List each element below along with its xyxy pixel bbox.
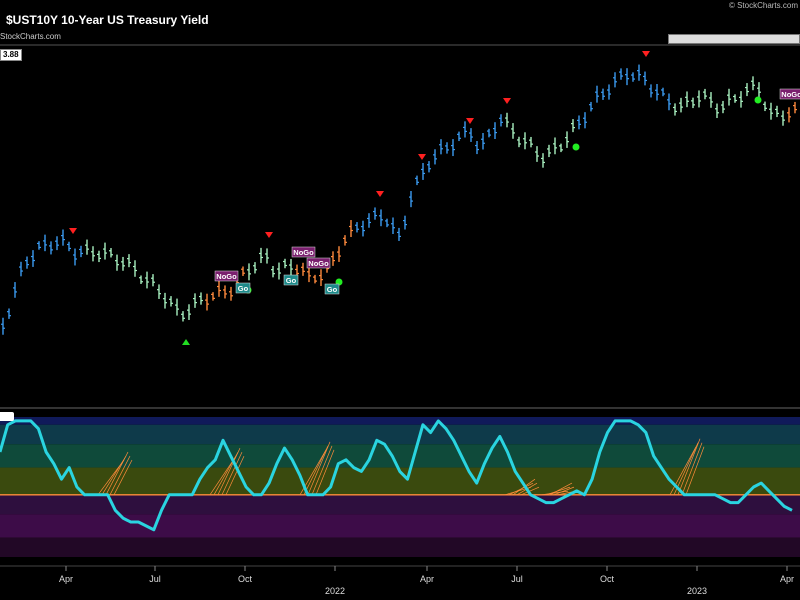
- oscillator-retest-spike: [553, 486, 575, 496]
- nogo-signal-box: [779, 88, 800, 100]
- nogo-signal-box: [306, 257, 331, 269]
- nogo-signal-label: NoGo: [293, 248, 314, 257]
- countertrend-down-marker: [466, 118, 474, 124]
- oscillator-retest-spike: [303, 445, 329, 495]
- oscillator-retest-spike: [673, 442, 699, 495]
- oscillator-retest-spike: [685, 446, 705, 495]
- oscillator-retest-spike: [225, 455, 245, 495]
- x-year-label: 2022: [325, 586, 345, 596]
- countertrend-down-marker: [503, 98, 511, 104]
- oscillator-band-weak_go: [0, 444, 800, 468]
- x-tick-label: Apr: [420, 574, 434, 584]
- x-year-label: 2023: [687, 586, 707, 596]
- copyright: © StockCharts.com: [728, 1, 798, 10]
- oscillator-retest-spike: [109, 455, 131, 495]
- nogo-signal-label: NoGo: [781, 90, 800, 99]
- go-entry-dot: [754, 96, 762, 104]
- oscillator-retest-spike: [221, 451, 243, 495]
- oscillator-retest-spike: [315, 449, 335, 495]
- oscillator-band-weak_nogo: [0, 494, 800, 515]
- oscillator-retest-spike: [105, 451, 129, 495]
- go-signal-label: Go: [327, 285, 338, 294]
- go-signal-label: Go: [238, 284, 249, 293]
- last-value-tag: 3.88: [0, 49, 22, 61]
- nogo-signal-label: NoGo: [216, 272, 237, 281]
- oscillator-retest-spike: [217, 447, 241, 495]
- oscillator-retest-spike: [545, 486, 571, 496]
- oscillator-retest-spike: [520, 486, 540, 496]
- oscillator-retest-spike: [669, 446, 697, 495]
- countertrend-down-marker: [642, 51, 650, 57]
- oscillator-retest-spike: [209, 455, 237, 495]
- chart-title: $UST10Y 10-Year US Treasury Yield: [6, 13, 209, 27]
- countertrend-down-marker: [376, 191, 384, 197]
- go-signal-label: Go: [286, 276, 297, 285]
- indicator-panel: [0, 417, 800, 557]
- countertrend-up-marker: [182, 339, 190, 345]
- chart-subtitle: StockCharts.com: [0, 32, 61, 41]
- oscillator-band-strong_nogo: [0, 537, 800, 557]
- nogo-signal-box: [214, 270, 239, 282]
- x-axis: Apr Jul Oct 2022 Apr Jul Oct 2023 Apr: [0, 565, 800, 596]
- x-tick-label: Apr: [59, 574, 73, 584]
- go-signal-box: [283, 274, 299, 286]
- x-tick-label: Oct: [238, 574, 253, 584]
- x-tick-label: Jul: [511, 574, 523, 584]
- oscillator-retest-spike: [311, 445, 333, 495]
- oscillator-band-go: [0, 424, 800, 445]
- nogo-signal-label: NoGo: [308, 259, 329, 268]
- oscillator-retest-spike: [113, 459, 133, 495]
- go-signal-box: [235, 282, 251, 294]
- oscillator-band-nogo: [0, 514, 800, 538]
- go-entry-dot: [572, 143, 580, 151]
- oscillator-retest-spike: [681, 442, 703, 495]
- go-signal-box: [324, 283, 340, 295]
- nogo-signal-box: [291, 246, 316, 258]
- x-tick-label: Oct: [600, 574, 615, 584]
- oscillator-retest-spike: [307, 441, 331, 495]
- oscillator-band-strong_go: [0, 417, 800, 425]
- x-tick-label: Jul: [149, 574, 161, 584]
- oscillator-line: [0, 419, 793, 532]
- oscillator-retest-spike: [549, 482, 573, 496]
- oscillator-retest-spike: [541, 490, 569, 496]
- oscillator-retest-spike: [677, 438, 701, 495]
- countertrend-down-marker: [265, 232, 273, 238]
- oscillator-retest-spike: [101, 455, 127, 495]
- chart-scrollbar[interactable]: [668, 34, 800, 44]
- countertrend-down-marker: [69, 228, 77, 234]
- x-tick-label: Apr: [780, 574, 794, 584]
- indicator-label-tag: [0, 412, 14, 421]
- countertrend-down-marker: [418, 154, 426, 160]
